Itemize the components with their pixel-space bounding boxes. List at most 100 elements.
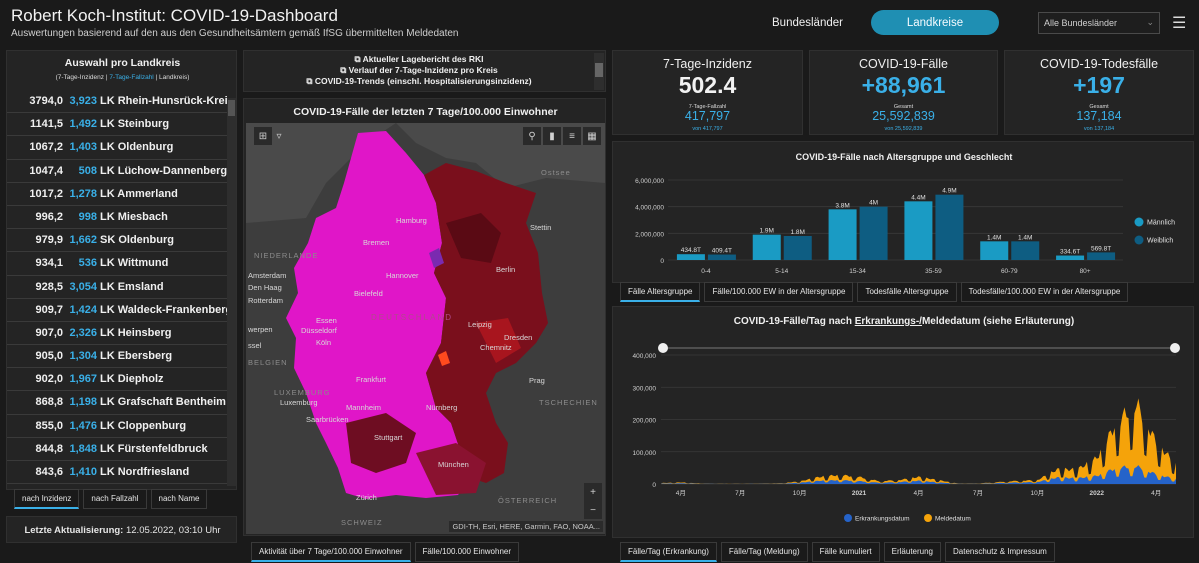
landkreis-row[interactable]: 979,9 1,662 SK Oldenburg (7, 229, 227, 253)
age-ytick-label: 4,000,000 (635, 205, 664, 212)
landkreis-row[interactable]: 1017,2 1,278 LK Ammerland (7, 183, 227, 206)
age-bar[interactable] (859, 206, 888, 260)
tab-datenschutz[interactable]: Datenschutz & Impressum (945, 542, 1055, 562)
landkreis-row[interactable]: 844,8 1,848 LK Fürstenfeldbruck (7, 438, 227, 461)
landkreis-row[interactable]: 1067,2 1,403 LK Oldenburg (7, 136, 227, 160)
time-range-handle-start[interactable] (658, 343, 668, 353)
age-chart-tabs: Fälle Altersgruppe Fälle/100.000 EW in d… (620, 282, 1129, 302)
landkreis-row[interactable]: 902,0 1,967 LK Diepholz (7, 368, 227, 392)
landkreis-row[interactable]: 934,1 536 LK Wittmund (7, 252, 227, 276)
time-ytick-label: 200,000 (633, 418, 657, 425)
age-bar[interactable] (980, 241, 1009, 260)
tab-faelle-kumuliert[interactable]: Fälle kumuliert (811, 542, 880, 562)
age-bar[interactable] (828, 209, 857, 260)
landkreis-row[interactable]: 3794,0 3,923 LK Rhein-Hunsrück-Kreis (7, 90, 234, 114)
landkreis-row[interactable]: 907,0 2,326 LK Heinsberg (7, 322, 227, 346)
time-xtick-label: 10月 (1030, 489, 1044, 497)
list-scrollbar[interactable] (227, 98, 236, 486)
landkreis-rows: 3794,0 3,923 LK Rhein-Hunsrück-Kreis 1141,5… (7, 90, 234, 485)
link-verlauf-inzidenz[interactable]: ⧉ Verlauf der 7-Tage-Inzidenz pro Kreis (244, 65, 594, 76)
link-lagebericht-label: Aktueller Lagebericht des RKI (362, 54, 484, 64)
tab-nach-inzidenz[interactable]: nach Inzidenz (14, 489, 80, 509)
row-fallzahl: 998 (78, 210, 97, 223)
external-link-icon: ⧉ (354, 54, 361, 64)
hamburger-menu-icon[interactable]: ☰ (1172, 15, 1187, 32)
map-label: SCHWEIZ (341, 518, 383, 527)
bundesland-select[interactable]: Alle Bundesländer ⌄ (1038, 12, 1160, 34)
list-scrollbar-thumb[interactable] (228, 100, 235, 116)
age-bar[interactable] (935, 194, 964, 260)
map-label: Bremen (363, 238, 390, 247)
kpi-main-value: +197 (1073, 72, 1125, 98)
age-bar-label: 3.8M (835, 202, 849, 209)
map-label: LUXEMBURG (274, 388, 331, 397)
landkreis-row[interactable]: 1141,5 1,492 LK Steinburg (7, 113, 227, 137)
map-canvas[interactable]: ⊞ ▿ ⚲ ▮ ≡ ▦ Ostsee Hamburg Stettin Breme… (246, 123, 605, 534)
nav-landkreise-button[interactable]: Landkreise (871, 10, 999, 35)
search-icon[interactable]: ⚲ (523, 127, 541, 145)
landkreis-row[interactable]: 909,7 1,424 LK Waldeck-Frankenberg (7, 299, 232, 322)
tab-aktivitaet[interactable]: Aktivität über 7 Tage/100.000 Einwohner (251, 542, 411, 562)
kpi-title: COVID-19-Todesfälle (1039, 57, 1159, 71)
tab-faelle-tag-meldung[interactable]: Fälle/Tag (Meldung) (720, 542, 808, 562)
landkreis-row[interactable]: 928,5 3,054 LK Emsland (7, 276, 227, 299)
tab-faelle-altersgruppe[interactable]: Fälle Altersgruppe (620, 282, 701, 302)
landkreis-row[interactable]: 843,6 1,410 LK Nordfriesland (7, 461, 227, 485)
germany-map[interactable] (246, 123, 605, 534)
link-lagebericht[interactable]: ⧉ Aktueller Lagebericht des RKI (244, 54, 594, 65)
link-covid-trends[interactable]: ⧉ COVID-19-Trends (einschl. Hospitalisie… (244, 76, 594, 87)
nav-bundeslaender-button[interactable]: Bundesländer (772, 16, 843, 29)
map-label: Dresden (504, 333, 533, 342)
external-link-icon: ⧉ (340, 65, 347, 75)
tab-faelle-100000-altersgruppe[interactable]: Fälle/100.000 EW in der Altersgruppe (704, 282, 854, 302)
time-series-erkrankungsdatum[interactable] (661, 465, 1176, 484)
row-landkreis-name: LK Lüchow-Dannenberg (100, 164, 228, 177)
legend-icon[interactable]: ≡ (563, 127, 581, 145)
tab-erlaeuterung[interactable]: Erläuterung (883, 542, 941, 562)
time-xtick-label: 4月 (913, 489, 923, 497)
zoom-in-button[interactable]: + (584, 483, 602, 501)
time-series-meldedatum[interactable] (661, 398, 1176, 484)
row-fallzahl: 1,492 (69, 118, 97, 131)
time-range-handle-end[interactable] (1170, 343, 1180, 353)
tab-faelle-100000[interactable]: Fälle/100.000 Einwohner (414, 542, 520, 562)
map-label: Chemnitz (480, 343, 512, 352)
row-fallzahl: 536 (78, 257, 97, 270)
bookmark-icon[interactable]: ▮ (543, 127, 561, 145)
tab-nach-fallzahl[interactable]: nach Fallzahl (83, 489, 147, 509)
chevron-down-icon[interactable]: ▿ (276, 130, 282, 142)
kpi-sub-value: 137,184 (1076, 109, 1122, 123)
age-bar[interactable] (1011, 241, 1040, 260)
age-bar[interactable] (752, 234, 781, 260)
age-bar[interactable] (1056, 255, 1085, 260)
layer-list-icon[interactable]: ⊞ (254, 127, 272, 145)
row-landkreis-name: LK Diepholz (100, 373, 164, 386)
age-bar[interactable] (676, 254, 705, 260)
age-bar[interactable] (1087, 252, 1116, 260)
zoom-out-button[interactable]: − (584, 501, 602, 519)
landkreis-row[interactable]: 1047,4 508 LK Lüchow-Dannenberg (7, 160, 227, 183)
tab-todesfaelle-100000-altersgruppe[interactable]: Todesfälle/100.000 EW in der Altersgrupp… (960, 282, 1129, 302)
tab-todesfaelle-altersgruppe[interactable]: Todesfälle Altersgruppe (857, 282, 957, 302)
landkreis-row[interactable]: 855,0 1,476 LK Cloppenburg (7, 415, 227, 438)
landkreis-row[interactable]: 996,2 998 LK Miesbach (7, 206, 227, 230)
row-fallzahl: 1,424 (69, 303, 97, 316)
basemap-icon[interactable]: ▦ (583, 127, 601, 145)
links-scrollbar-thumb[interactable] (595, 63, 603, 77)
landkreis-row[interactable]: 905,0 1,304 LK Ebersberg (7, 345, 227, 369)
time-chart-title-link[interactable]: Erkrankungs-/ (854, 316, 922, 327)
age-bar[interactable] (904, 201, 933, 260)
row-inzidenz: 844,8 (35, 442, 63, 455)
map-title: COVID-19-Fälle der letzten 7 Tage/100.00… (293, 106, 558, 118)
age-bar[interactable] (707, 254, 736, 260)
age-xtick-label: 35-59 (925, 268, 942, 275)
tab-nach-name[interactable]: nach Name (150, 489, 208, 509)
map-region-west (286, 131, 471, 499)
row-fallzahl: 3,054 (69, 280, 97, 293)
links-scrollbar[interactable] (594, 53, 604, 90)
row-fallzahl: 1,304 (69, 350, 97, 363)
age-bar[interactable] (783, 236, 812, 260)
tab-faelle-tag-erkrankung[interactable]: Fälle/Tag (Erkrankung) (620, 542, 717, 562)
external-link-icon: ⧉ (306, 76, 313, 86)
landkreis-row[interactable]: 868,8 1,198 LK Grafschaft Bentheim (7, 391, 227, 415)
